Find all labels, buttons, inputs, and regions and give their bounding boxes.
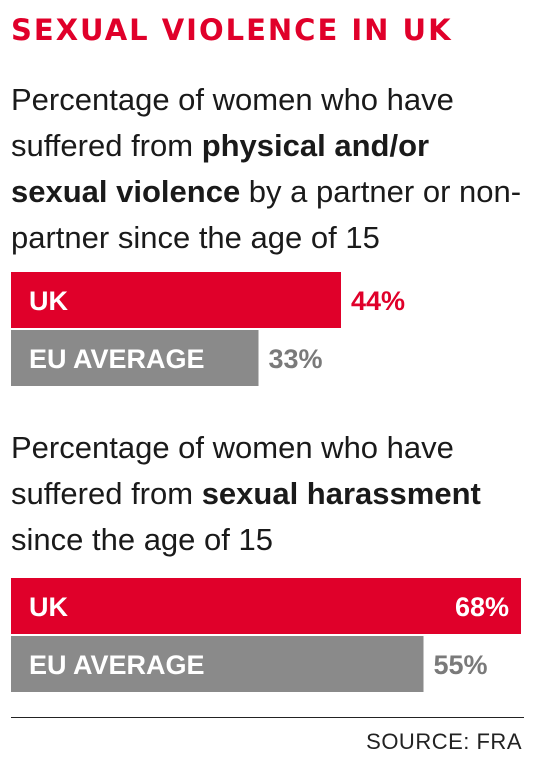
chart-2-category-label-eu-average: EU AVERAGE bbox=[29, 650, 205, 680]
chart-2-bar-uk bbox=[11, 578, 521, 634]
source-note: SOURCE: FRA bbox=[366, 729, 522, 754]
chart-2-description-bold: sexual harassment bbox=[201, 476, 481, 511]
chart-1-category-label-uk: UK bbox=[29, 286, 68, 316]
chart-1: UK 44% EU AVERAGE 33% bbox=[11, 272, 405, 386]
chart-1-category-label-eu-average: EU AVERAGE bbox=[29, 344, 205, 374]
chart-2: UK 68% EU AVERAGE 55% bbox=[11, 578, 521, 692]
chart-2-description-prefix: Percentage of women who have suffered fr… bbox=[11, 430, 454, 511]
chart-1-bar-uk bbox=[11, 272, 341, 328]
infographic-heading: SEXUAL VIOLENCE IN UK bbox=[11, 13, 453, 47]
chart-2-bar-eu-average bbox=[11, 636, 424, 692]
chart-2-category-label-uk: UK bbox=[29, 592, 68, 622]
chart-1-value-label-eu-average: 33% bbox=[269, 344, 323, 374]
source-divider bbox=[11, 717, 524, 718]
chart-1-description-suffix: by a partner or non-partner since the ag… bbox=[11, 174, 522, 255]
chart-2-value-label-uk: 68% bbox=[455, 592, 509, 622]
chart-2-value-label-eu-average: 55% bbox=[434, 650, 488, 680]
chart-2-description: Percentage of women who have suffered fr… bbox=[11, 425, 526, 563]
chart-1-description-prefix: Percentage of women who have suffered fr… bbox=[11, 82, 454, 163]
chart-2-description-suffix: since the age of 15 bbox=[11, 522, 273, 557]
chart-1-bar-eu-average bbox=[11, 330, 259, 386]
chart-1-value-label-uk: 44% bbox=[351, 286, 405, 316]
chart-1-description: Percentage of women who have suffered fr… bbox=[11, 77, 526, 261]
chart-1-description-bold: physical and/or sexual violence bbox=[11, 128, 430, 209]
